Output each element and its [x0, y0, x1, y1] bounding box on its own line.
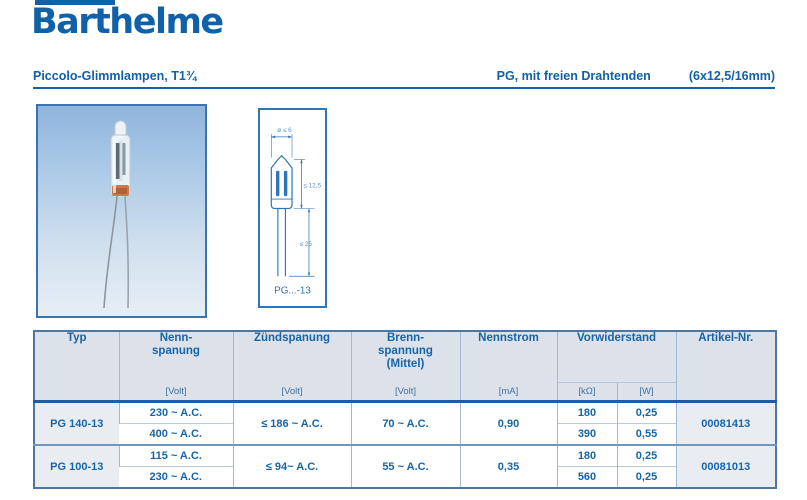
- cell-typ: PG 100-13: [34, 444, 119, 488]
- cell-nennspannung: 230 ~ A.C.: [119, 466, 233, 488]
- cell-nennstrom: 0,90: [459, 401, 557, 445]
- cell-brennspannung: 55 ~ A.C.: [350, 444, 460, 488]
- unit-volt-3: [Volt]: [350, 382, 460, 403]
- col-vorwiderstand: Vorwiderstand: [556, 331, 676, 383]
- unit-volt-2: [Volt]: [232, 382, 351, 403]
- lamp-photo-illustration: [103, 120, 131, 309]
- dim-diameter-label: ø ≤ 6: [277, 127, 292, 134]
- cell-nennspannung: 115 ~ A.C.: [118, 444, 233, 467]
- cell-nennspannung: 400 ~ A.C.: [119, 423, 233, 445]
- dim-bulb-length-label: ≤ 12,5: [303, 183, 321, 190]
- cell-vorwiderstand-kohm: 390: [556, 423, 617, 445]
- unit-kohm: [kΩ]: [556, 382, 617, 403]
- col-brennspannung: Brenn- spannung (Mittel): [350, 331, 460, 383]
- lamp-photo: [36, 104, 207, 318]
- unit-ma: [mA]: [459, 382, 557, 403]
- header-rule: [33, 87, 775, 89]
- table-row: 230 ~ A.C. 560 0,25: [34, 466, 776, 488]
- technical-drawing-svg: ø ≤ 6 ≤ 12,5: [270, 127, 322, 296]
- cell-nennstrom: 0,35: [459, 444, 557, 488]
- page-title: Piccolo-Glimmlampen, T1¾: [33, 69, 197, 83]
- unit-typ: [34, 382, 119, 403]
- unit-w: [W]: [616, 382, 676, 403]
- cell-typ: PG 140-13: [34, 401, 119, 445]
- col-nennspannung: Nenn- spanung: [118, 331, 233, 383]
- cell-vorwiderstand-w: 0,25: [616, 444, 676, 467]
- cell-nennspannung: 230 ~ A.C.: [118, 401, 233, 424]
- cell-vorwiderstand-w: 0,55: [616, 423, 676, 445]
- unit-volt-1: [Volt]: [118, 382, 233, 403]
- cell-vorwiderstand-kohm: 180: [556, 444, 617, 467]
- col-typ: Typ: [34, 331, 119, 383]
- table-row: 400 ~ A.C. 390 0,55: [34, 423, 776, 445]
- cell-zuendspannung: ≤ 186 ~ A.C.: [232, 401, 351, 445]
- col-artikel-nr: Artikel-Nr.: [675, 331, 776, 383]
- col-zuendspannung: Zündspanung: [232, 331, 351, 383]
- brand-logo: Barthelme: [31, 2, 224, 42]
- dim-wire-length-label: ≤ 25: [300, 241, 313, 248]
- cell-artikel-nr: 00081413: [675, 401, 776, 445]
- cell-vorwiderstand-w: 0,25: [616, 401, 676, 424]
- cell-zuendspannung: ≤ 94~ A.C.: [232, 444, 351, 488]
- page-header: Piccolo-Glimmlampen, T1¾ PG, mit freien …: [33, 69, 775, 83]
- table-row: PG 140-13 230 ~ A.C. ≤ 186 ~ A.C. 70 ~ A…: [34, 401, 776, 445]
- cell-vorwiderstand-kohm: 560: [556, 466, 617, 488]
- table-row: PG 100-13 115 ~ A.C. ≤ 94~ A.C. 55 ~ A.C…: [34, 444, 776, 488]
- cell-vorwiderstand-w: 0,25: [616, 466, 676, 488]
- technical-drawing: ø ≤ 6 ≤ 12,5: [258, 108, 327, 308]
- logo-top-stub: [35, 0, 115, 5]
- header-subtitle: PG, mit freien Drahtenden: [496, 69, 651, 83]
- drawing-label: PG...-13: [274, 285, 311, 296]
- table-units-row: [Volt] [Volt] [Volt] [mA] [kΩ] [W]: [34, 382, 776, 403]
- cell-vorwiderstand-kohm: 180: [556, 401, 617, 424]
- unit-artikel: [675, 382, 776, 403]
- cell-artikel-nr: 00081013: [675, 444, 776, 488]
- spec-table: Typ Nenn- spanung Zündspanung Brenn- spa…: [33, 330, 777, 489]
- cell-brennspannung: 70 ~ A.C.: [350, 401, 460, 445]
- col-nennstrom: Nennstrom: [459, 331, 557, 383]
- table-title-row: Typ Nenn- spanung Zündspanung Brenn- spa…: [34, 331, 776, 383]
- header-dimensions: (6x12,5/16mm): [688, 69, 775, 83]
